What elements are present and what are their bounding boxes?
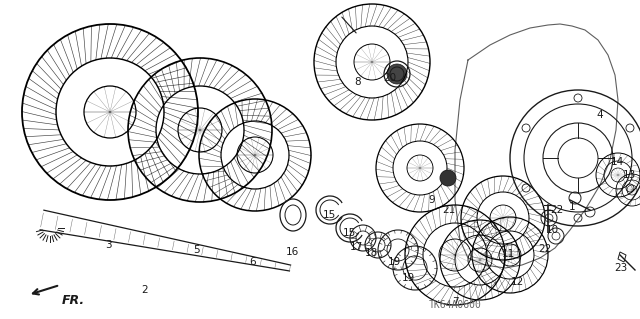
Text: 22: 22 (538, 244, 552, 254)
Text: 14: 14 (611, 157, 623, 167)
Text: 20: 20 (383, 73, 397, 83)
Text: 17: 17 (349, 242, 363, 252)
Text: FR.: FR. (62, 293, 85, 307)
Text: 4: 4 (596, 110, 604, 120)
Text: 11: 11 (501, 249, 515, 259)
Text: 19: 19 (401, 273, 415, 283)
Text: 10: 10 (545, 225, 559, 235)
Text: 9: 9 (429, 195, 435, 205)
Text: 1: 1 (569, 202, 575, 212)
Text: 8: 8 (355, 77, 362, 87)
Text: 22: 22 (550, 205, 564, 215)
Circle shape (440, 170, 456, 186)
Circle shape (387, 64, 407, 84)
Text: 7: 7 (452, 297, 458, 307)
Text: TK64A0600: TK64A0600 (429, 300, 481, 310)
Text: 18: 18 (364, 248, 378, 258)
Text: 3: 3 (105, 240, 111, 250)
Text: 6: 6 (250, 257, 256, 267)
Text: 2: 2 (141, 285, 148, 295)
Text: 19: 19 (387, 257, 401, 267)
Text: 16: 16 (285, 247, 299, 257)
Text: 13: 13 (622, 170, 636, 180)
Text: 5: 5 (194, 245, 200, 255)
Text: 12: 12 (510, 277, 524, 287)
Text: 15: 15 (342, 228, 356, 238)
Text: 21: 21 (442, 205, 456, 215)
Text: 15: 15 (323, 210, 335, 220)
Text: 23: 23 (614, 263, 628, 273)
